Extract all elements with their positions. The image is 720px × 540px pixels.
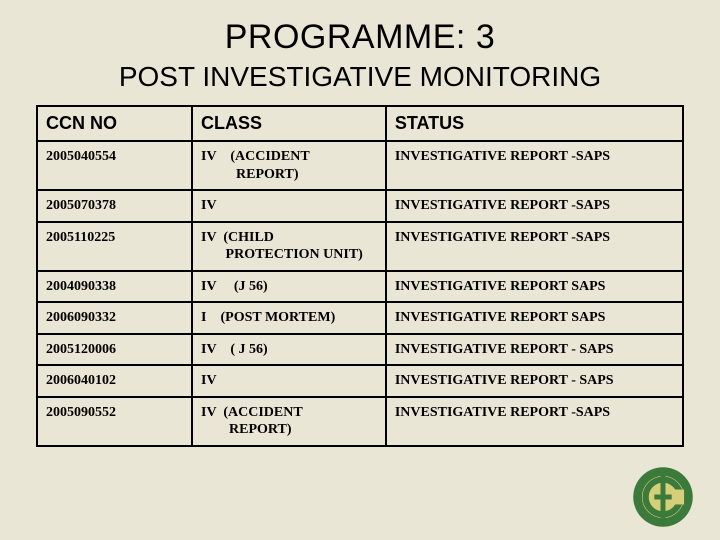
- page-title: PROGRAMME: 3: [36, 18, 684, 57]
- cell-class: IV (ACCIDENT REPORT): [192, 141, 386, 190]
- table-row: 2005090552 IV (ACCIDENT REPORT) INVESTIG…: [37, 397, 683, 446]
- col-header-class: CLASS: [192, 106, 386, 141]
- cell-ccn: 2005090552: [37, 397, 192, 446]
- cell-ccn: 2005110225: [37, 222, 192, 271]
- cell-ccn: 2005070378: [37, 190, 192, 222]
- table-row: 2005120006 IV ( J 56) INVESTIGATIVE REPO…: [37, 334, 683, 366]
- page-subtitle: POST INVESTIGATIVE MONITORING: [36, 61, 684, 93]
- cell-class: IV ( J 56): [192, 334, 386, 366]
- table-row: 2004090338 IV (J 56) INVESTIGATIVE REPOR…: [37, 271, 683, 303]
- cell-status: INVESTIGATIVE REPORT SAPS: [386, 302, 683, 334]
- cell-ccn: 2005120006: [37, 334, 192, 366]
- cell-status: INVESTIGATIVE REPORT - SAPS: [386, 334, 683, 366]
- table-row: 2006090332 I (POST MORTEM) INVESTIGATIVE…: [37, 302, 683, 334]
- cell-class: I (POST MORTEM): [192, 302, 386, 334]
- cell-ccn: 2004090338: [37, 271, 192, 303]
- cell-class: IV (J 56): [192, 271, 386, 303]
- cell-status: INVESTIGATIVE REPORT -SAPS: [386, 397, 683, 446]
- col-header-status: STATUS: [386, 106, 683, 141]
- cell-class: IV (ACCIDENT REPORT): [192, 397, 386, 446]
- table-row: 2005070378 IV INVESTIGATIVE REPORT -SAPS: [37, 190, 683, 222]
- col-header-ccn: CCN NO: [37, 106, 192, 141]
- cell-ccn: 2006040102: [37, 365, 192, 397]
- table-row: 2006040102 IV INVESTIGATIVE REPORT - SAP…: [37, 365, 683, 397]
- cell-status: INVESTIGATIVE REPORT - SAPS: [386, 365, 683, 397]
- cell-status: INVESTIGATIVE REPORT -SAPS: [386, 141, 683, 190]
- cell-status: INVESTIGATIVE REPORT -SAPS: [386, 222, 683, 271]
- cell-class: IV: [192, 365, 386, 397]
- table-row: 2005110225 IV (CHILD PROTECTION UNIT) IN…: [37, 222, 683, 271]
- cell-ccn: 2006090332: [37, 302, 192, 334]
- monitoring-table: CCN NO CLASS STATUS 2005040554 IV (ACCID…: [36, 105, 684, 447]
- cell-status: INVESTIGATIVE REPORT -SAPS: [386, 190, 683, 222]
- cell-ccn: 2005040554: [37, 141, 192, 190]
- table-body: 2005040554 IV (ACCIDENT REPORT) INVESTIG…: [37, 141, 683, 446]
- cell-status: INVESTIGATIVE REPORT SAPS: [386, 271, 683, 303]
- seal-logo-icon: [632, 466, 694, 528]
- cell-class: IV (CHILD PROTECTION UNIT): [192, 222, 386, 271]
- table-row: 2005040554 IV (ACCIDENT REPORT) INVESTIG…: [37, 141, 683, 190]
- cell-class: IV: [192, 190, 386, 222]
- table-header-row: CCN NO CLASS STATUS: [37, 106, 683, 141]
